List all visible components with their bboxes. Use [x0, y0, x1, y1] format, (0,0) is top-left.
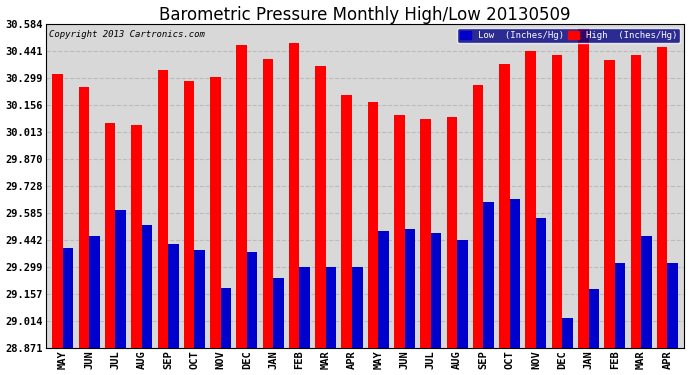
Bar — [352, 267, 362, 348]
Bar — [52, 74, 63, 348]
Bar — [394, 116, 404, 348]
Bar — [168, 244, 179, 348]
Bar — [631, 55, 641, 348]
Bar — [141, 225, 152, 348]
Title: Barometric Pressure Monthly High/Low 20130509: Barometric Pressure Monthly High/Low 201… — [159, 6, 571, 24]
Bar — [378, 231, 388, 348]
Bar — [510, 199, 520, 348]
Bar — [484, 202, 494, 348]
Bar — [89, 237, 100, 348]
Legend: Low  (Inches/Hg), High  (Inches/Hg): Low (Inches/Hg), High (Inches/Hg) — [457, 28, 680, 43]
Bar — [195, 250, 205, 348]
Bar — [63, 248, 73, 348]
Bar — [131, 125, 141, 348]
Bar — [562, 318, 573, 348]
Text: Copyright 2013 Cartronics.com: Copyright 2013 Cartronics.com — [49, 30, 205, 39]
Bar — [289, 44, 299, 348]
Bar — [657, 47, 667, 348]
Bar — [157, 70, 168, 348]
Bar — [641, 237, 651, 348]
Bar — [105, 123, 115, 348]
Bar — [536, 217, 546, 348]
Bar — [526, 51, 536, 348]
Bar — [552, 55, 562, 348]
Bar — [210, 78, 221, 348]
Bar — [326, 267, 336, 348]
Bar — [473, 85, 484, 348]
Bar — [115, 210, 126, 348]
Bar — [604, 60, 615, 348]
Bar — [299, 267, 310, 348]
Bar — [247, 252, 257, 348]
Bar — [578, 28, 589, 348]
Bar — [446, 117, 457, 348]
Bar — [342, 94, 352, 348]
Bar — [368, 102, 378, 348]
Bar — [431, 232, 442, 348]
Bar — [273, 278, 284, 348]
Bar — [457, 240, 468, 348]
Bar — [184, 81, 195, 348]
Bar — [667, 263, 678, 348]
Bar — [221, 288, 231, 348]
Bar — [499, 64, 510, 348]
Bar — [404, 229, 415, 348]
Bar — [589, 290, 599, 348]
Bar — [237, 45, 247, 348]
Bar — [315, 66, 326, 348]
Bar — [263, 58, 273, 348]
Bar — [615, 263, 625, 348]
Bar — [79, 87, 89, 348]
Bar — [420, 119, 431, 348]
